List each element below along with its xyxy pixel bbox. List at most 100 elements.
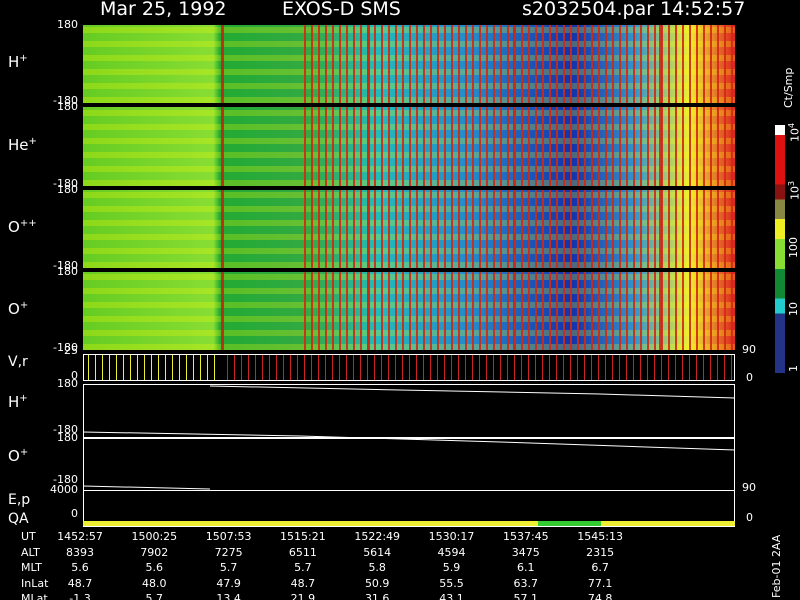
- row-value: 3475: [511, 545, 540, 559]
- date: Mar 25, 1992: [100, 0, 227, 20]
- spectrogram: [83, 25, 735, 103]
- color-bar-unit: Ct/Smp: [782, 67, 795, 108]
- color-bar: [775, 125, 785, 373]
- axis-label: 180: [57, 377, 78, 390]
- ion-name: He: [8, 135, 29, 154]
- color-bar-label: 10: [787, 302, 800, 316]
- h-pitch-plot: [83, 384, 735, 438]
- row-name: MLT: [21, 561, 42, 574]
- stripe-overlay: [304, 190, 735, 268]
- row-value: 48.7: [67, 576, 93, 590]
- stripe-overlay: [304, 107, 735, 186]
- stripe-overlay: [304, 272, 735, 350]
- row-value: 13.4: [216, 592, 241, 600]
- color-bar-label: 1: [787, 365, 800, 372]
- panel-label: O++: [8, 219, 37, 235]
- axis-label: -180: [53, 177, 78, 190]
- row-value: 77.1: [587, 576, 613, 590]
- qa-bar: [83, 521, 735, 526]
- axis-label: -180: [53, 473, 78, 486]
- row-name: UT: [21, 530, 36, 543]
- row-value: 2315: [586, 545, 615, 559]
- row-value: 50.9: [364, 576, 390, 590]
- row-value: 1452:57: [57, 530, 103, 543]
- ion-charge: +: [19, 447, 29, 458]
- ion-name: O: [8, 447, 20, 465]
- row-value: 43.1: [439, 592, 464, 600]
- row-value: 8393: [66, 545, 94, 559]
- row-value: 5.9: [442, 561, 461, 574]
- axis-label: 0: [71, 369, 78, 382]
- row-value: 1530:17: [428, 530, 475, 543]
- row-name: ALT: [21, 545, 40, 559]
- label-exponent: 3: [787, 180, 796, 186]
- row-value: 6.1: [517, 561, 535, 574]
- row-value: 4594: [437, 545, 466, 559]
- row-value: 5.7: [145, 592, 164, 600]
- panel-label: He+: [8, 135, 37, 154]
- row-value: 1537:45: [502, 530, 549, 543]
- color-bar-label: 100: [787, 237, 800, 258]
- row-value: 5614: [363, 545, 392, 559]
- axis-label: 0: [746, 511, 753, 524]
- row-value: 74.8: [587, 592, 613, 600]
- row-value: 7902: [140, 545, 169, 559]
- row-value: 31.6: [364, 592, 390, 600]
- file: s2032504.par: [522, 0, 655, 20]
- label-exponent: 4: [787, 122, 796, 128]
- row-value: 5.6: [145, 561, 164, 574]
- ion-name: H: [8, 393, 20, 411]
- axis-label: 90: [742, 343, 756, 356]
- row-name: MLat: [21, 592, 48, 600]
- label-base: 10: [788, 128, 800, 142]
- axis-label: -180: [53, 259, 78, 272]
- ion-charge: ++: [19, 218, 37, 229]
- row-value: 1500:25: [131, 530, 178, 543]
- row-value: 5.8: [368, 561, 386, 574]
- axis-label: -180: [53, 341, 78, 354]
- axis-label: 180: [57, 18, 78, 31]
- color-bar-label: 104: [787, 122, 800, 142]
- axis-label: 0: [746, 371, 753, 384]
- axis-label: 180: [57, 431, 78, 444]
- axis-label: 25: [64, 344, 78, 357]
- axis-label: 180: [57, 265, 78, 278]
- spectrogram: [83, 190, 735, 268]
- panel-label: H+: [8, 54, 28, 70]
- panel-label: H+: [8, 394, 28, 410]
- row-value: 5.6: [71, 561, 89, 574]
- row-value: 63.7: [513, 576, 539, 590]
- axis-label: -180: [53, 423, 78, 436]
- row-value: 48.0: [142, 576, 167, 590]
- color-bar-label: 103: [787, 180, 800, 200]
- row-value: 55.5: [439, 576, 464, 590]
- instrument: EXOS-D SMS: [282, 0, 401, 20]
- ion-charge: +: [19, 53, 28, 64]
- row-value: 1545:13: [577, 530, 623, 543]
- axis-label: 0: [71, 507, 78, 520]
- row-value: 48.7: [290, 576, 316, 590]
- axis-label: 180: [57, 100, 78, 113]
- row-value: 7275: [214, 545, 243, 559]
- axis-label: 4000: [50, 483, 78, 496]
- row-value: -1.3: [69, 592, 91, 600]
- panel-label: E,p: [8, 492, 31, 508]
- velocity-plot: [83, 354, 735, 381]
- panel-label: O+: [8, 448, 28, 464]
- footnote: Feb-01 2AA: [770, 534, 783, 598]
- o-pitch-plot: [83, 438, 735, 491]
- axis-label: 90: [742, 481, 756, 494]
- row-value: 5.7: [219, 561, 238, 574]
- panel-label: V,r: [8, 354, 28, 370]
- ion-name: O: [8, 218, 20, 236]
- stripe-overlay: [304, 25, 735, 103]
- ion-name: O: [8, 300, 20, 318]
- row-value: 6.7: [591, 561, 609, 574]
- row-value: 57.1: [513, 592, 539, 600]
- ion-charge: +: [19, 300, 29, 311]
- energy-plot: [83, 491, 735, 527]
- ion-charge: +: [28, 135, 37, 147]
- axis-label: -180: [53, 94, 78, 107]
- row-value: 47.9: [216, 576, 241, 590]
- axis-label: 180: [57, 183, 78, 196]
